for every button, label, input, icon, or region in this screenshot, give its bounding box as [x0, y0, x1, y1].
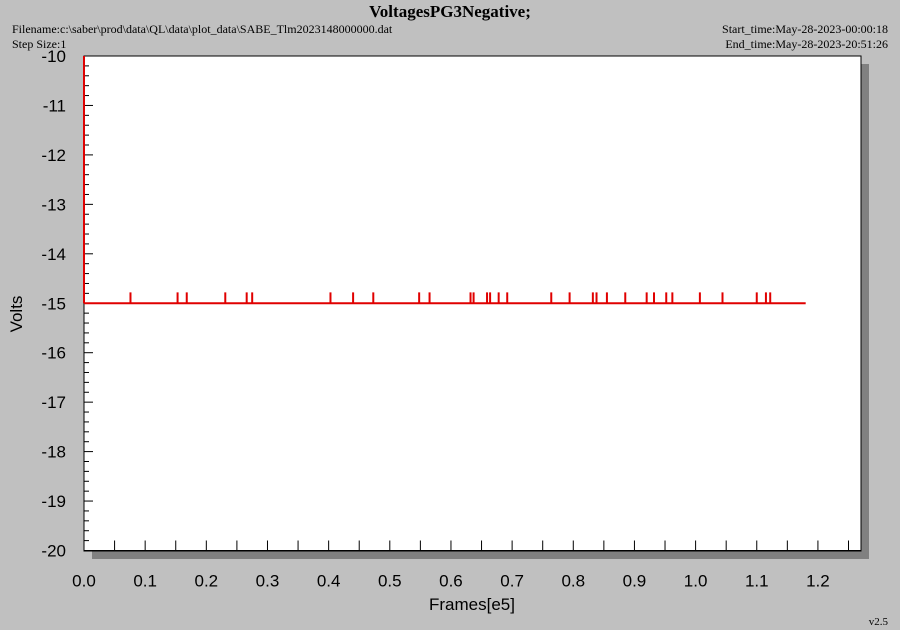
x-tick-label: 1.0	[684, 572, 708, 591]
y-tick-label: -12	[41, 146, 66, 165]
x-tick-label: 0.7	[500, 572, 524, 591]
x-axis: 0.0 0.1 0.2 0.3 0.4 0.5 0.6 0.7 0.8 0.9 1.0 1.1 1.2	[72, 540, 861, 591]
y-axis-title: Volts	[7, 296, 26, 333]
x-tick-label: 0.3	[256, 572, 280, 591]
x-tick-label: 0.4	[317, 572, 341, 591]
chart-title: VoltagesPG3Negative;	[369, 2, 531, 21]
x-tick-label: 0.6	[439, 572, 463, 591]
y-axis: -10 -11 -12 -13 -14 -15 -16 -17 -18 -19 -20	[41, 47, 93, 561]
y-tick-label: -18	[41, 443, 66, 462]
x-tick-label: 0.2	[194, 572, 218, 591]
x-tick-label: 0.9	[623, 572, 647, 591]
x-axis-title: Frames[e5]	[429, 595, 515, 614]
y-tick-label: -17	[41, 393, 66, 412]
y-tick-label: -19	[41, 492, 66, 511]
y-tick-label: -16	[41, 344, 66, 363]
y-tick-label: -14	[41, 245, 66, 264]
x-tick-label: 0.0	[72, 572, 96, 591]
y-tick-label: -15	[41, 294, 66, 313]
y-tick-label: -20	[41, 542, 66, 561]
x-tick-label: 0.5	[378, 572, 402, 591]
end-time-label: End_time:May-28-2023-20:51:26	[725, 37, 888, 51]
filename-label: Filename:c:\saber\prod\data\QL\data\plot…	[12, 22, 393, 36]
step-size-label: Step Size:1	[12, 37, 67, 51]
x-tick-label: 1.2	[806, 572, 830, 591]
series-layer	[83, 56, 806, 305]
x-tick-label: 0.1	[133, 572, 157, 591]
x-tick-label: 1.1	[745, 572, 769, 591]
x-tick-label: 0.8	[561, 572, 585, 591]
start-time-label: Start_time:May-28-2023-00:00:18	[722, 22, 888, 36]
y-tick-label: -13	[41, 195, 66, 214]
y-tick-label: -10	[41, 47, 66, 66]
y-tick-label: -11	[43, 96, 66, 115]
version-label: v2.5	[868, 616, 888, 628]
